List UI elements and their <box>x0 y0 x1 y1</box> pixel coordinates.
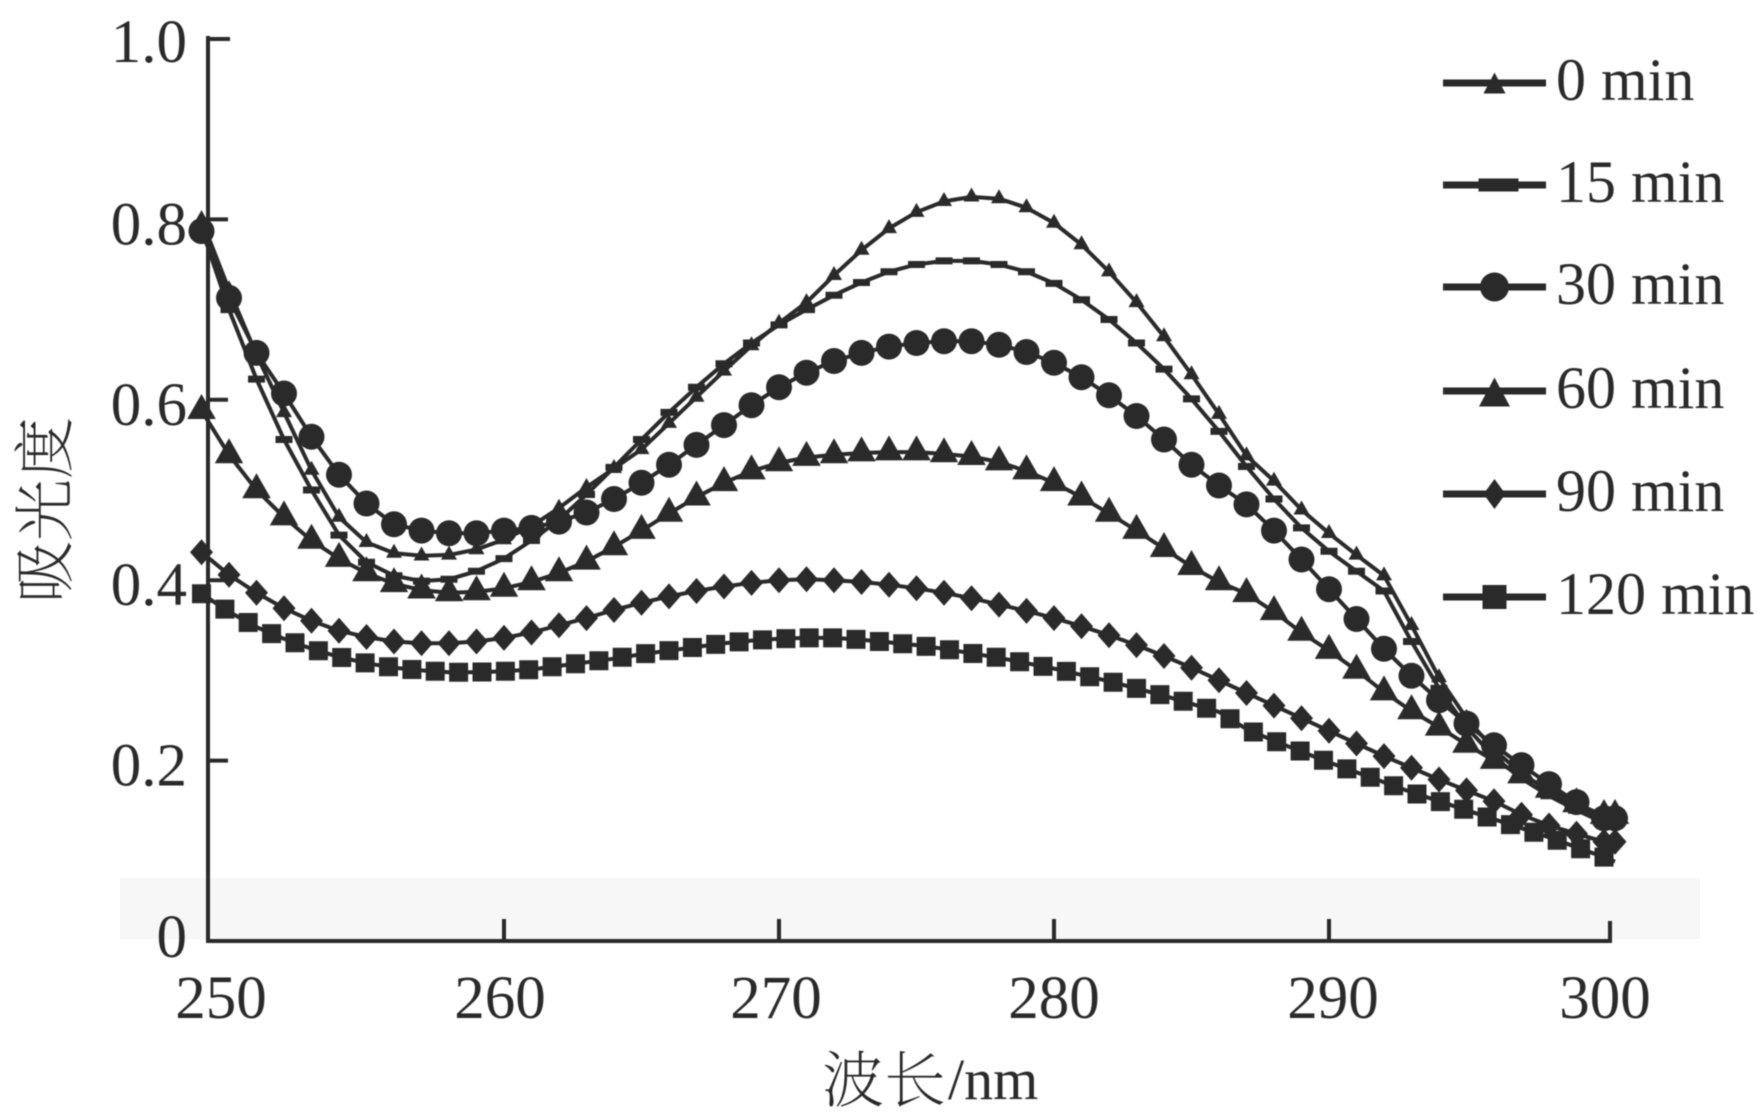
svg-text:250: 250 <box>175 965 267 1032</box>
svg-text:0 min: 0 min <box>1556 47 1694 113</box>
svg-text:0.8: 0.8 <box>111 191 187 258</box>
svg-text:90 min: 90 min <box>1556 458 1724 524</box>
svg-text:0.2: 0.2 <box>111 733 187 800</box>
svg-text:300: 300 <box>1559 965 1651 1032</box>
svg-text:1.0: 1.0 <box>111 9 187 76</box>
svg-text:280: 280 <box>1008 965 1100 1032</box>
svg-text:260: 260 <box>454 965 546 1032</box>
svg-text:/nm: /nm <box>948 1047 1038 1112</box>
svg-text:120 min: 120 min <box>1556 561 1754 627</box>
svg-text:15 min: 15 min <box>1556 149 1724 215</box>
svg-text:0.4: 0.4 <box>111 552 187 619</box>
svg-text:270: 270 <box>730 965 822 1032</box>
svg-text:0: 0 <box>157 904 188 971</box>
svg-text:0.6: 0.6 <box>111 372 187 439</box>
svg-text:30 min: 30 min <box>1556 251 1724 317</box>
svg-text:290: 290 <box>1287 965 1379 1032</box>
svg-text:60 min: 60 min <box>1556 355 1724 421</box>
